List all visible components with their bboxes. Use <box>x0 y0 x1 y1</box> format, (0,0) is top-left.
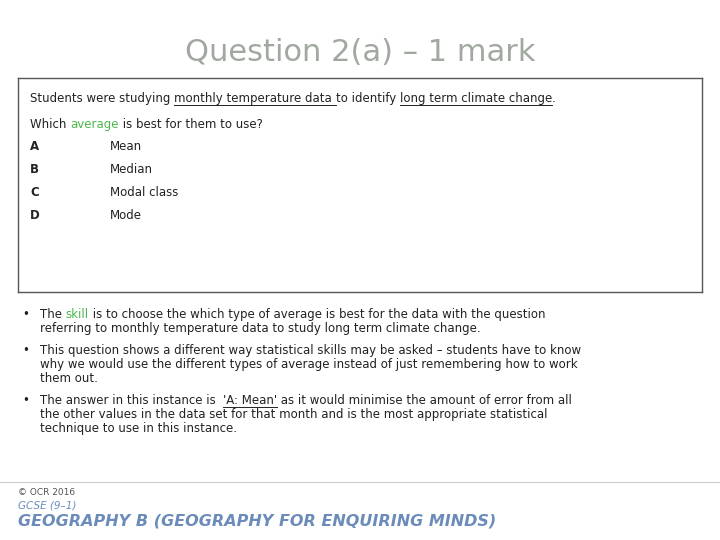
Text: •: • <box>22 344 29 357</box>
Text: average: average <box>70 118 119 131</box>
Text: © OCR 2016: © OCR 2016 <box>18 488 75 497</box>
Text: Mean: Mean <box>110 140 142 153</box>
Text: Which: Which <box>30 118 70 131</box>
Text: long term climate change: long term climate change <box>400 92 552 105</box>
Text: Modal class: Modal class <box>110 186 179 199</box>
Text: Students were studying: Students were studying <box>30 92 174 105</box>
Text: is to choose the which type of average is best for the data with the question: is to choose the which type of average i… <box>89 308 545 321</box>
Text: is best for them to use?: is best for them to use? <box>119 118 263 131</box>
Text: Question 2(a) – 1 mark: Question 2(a) – 1 mark <box>185 38 535 67</box>
Text: as it would minimise the amount of error from all: as it would minimise the amount of error… <box>277 394 572 407</box>
Text: D: D <box>30 209 40 222</box>
Text: Median: Median <box>110 163 153 176</box>
Text: them out.: them out. <box>40 372 98 385</box>
Text: 'A: Mean': 'A: Mean' <box>223 394 277 407</box>
Text: .: . <box>552 92 556 105</box>
Text: skill: skill <box>66 308 89 321</box>
Text: GEOGRAPHY B (GEOGRAPHY FOR ENQUIRING MINDS): GEOGRAPHY B (GEOGRAPHY FOR ENQUIRING MIN… <box>18 514 496 529</box>
Text: The answer in this instance is: The answer in this instance is <box>40 394 223 407</box>
Text: the other values in the data set for that month and is the most appropriate stat: the other values in the data set for tha… <box>40 408 547 421</box>
Text: A: A <box>30 140 39 153</box>
Text: why we would use the different types of average instead of just remembering how : why we would use the different types of … <box>40 358 577 371</box>
Text: B: B <box>30 163 39 176</box>
Text: •: • <box>22 308 29 321</box>
Text: technique to use in this instance.: technique to use in this instance. <box>40 422 237 435</box>
Text: •: • <box>22 394 29 407</box>
Text: Mode: Mode <box>110 209 142 222</box>
Text: C: C <box>30 186 39 199</box>
Text: referring to monthly temperature data to study long term climate change.: referring to monthly temperature data to… <box>40 322 481 335</box>
Text: monthly temperature data: monthly temperature data <box>174 92 336 105</box>
Text: This question shows a different way statistical skills may be asked – students h: This question shows a different way stat… <box>40 344 581 357</box>
Text: GCSE (9–1): GCSE (9–1) <box>18 500 76 510</box>
Text: The: The <box>40 308 66 321</box>
Text: to identify: to identify <box>336 92 400 105</box>
